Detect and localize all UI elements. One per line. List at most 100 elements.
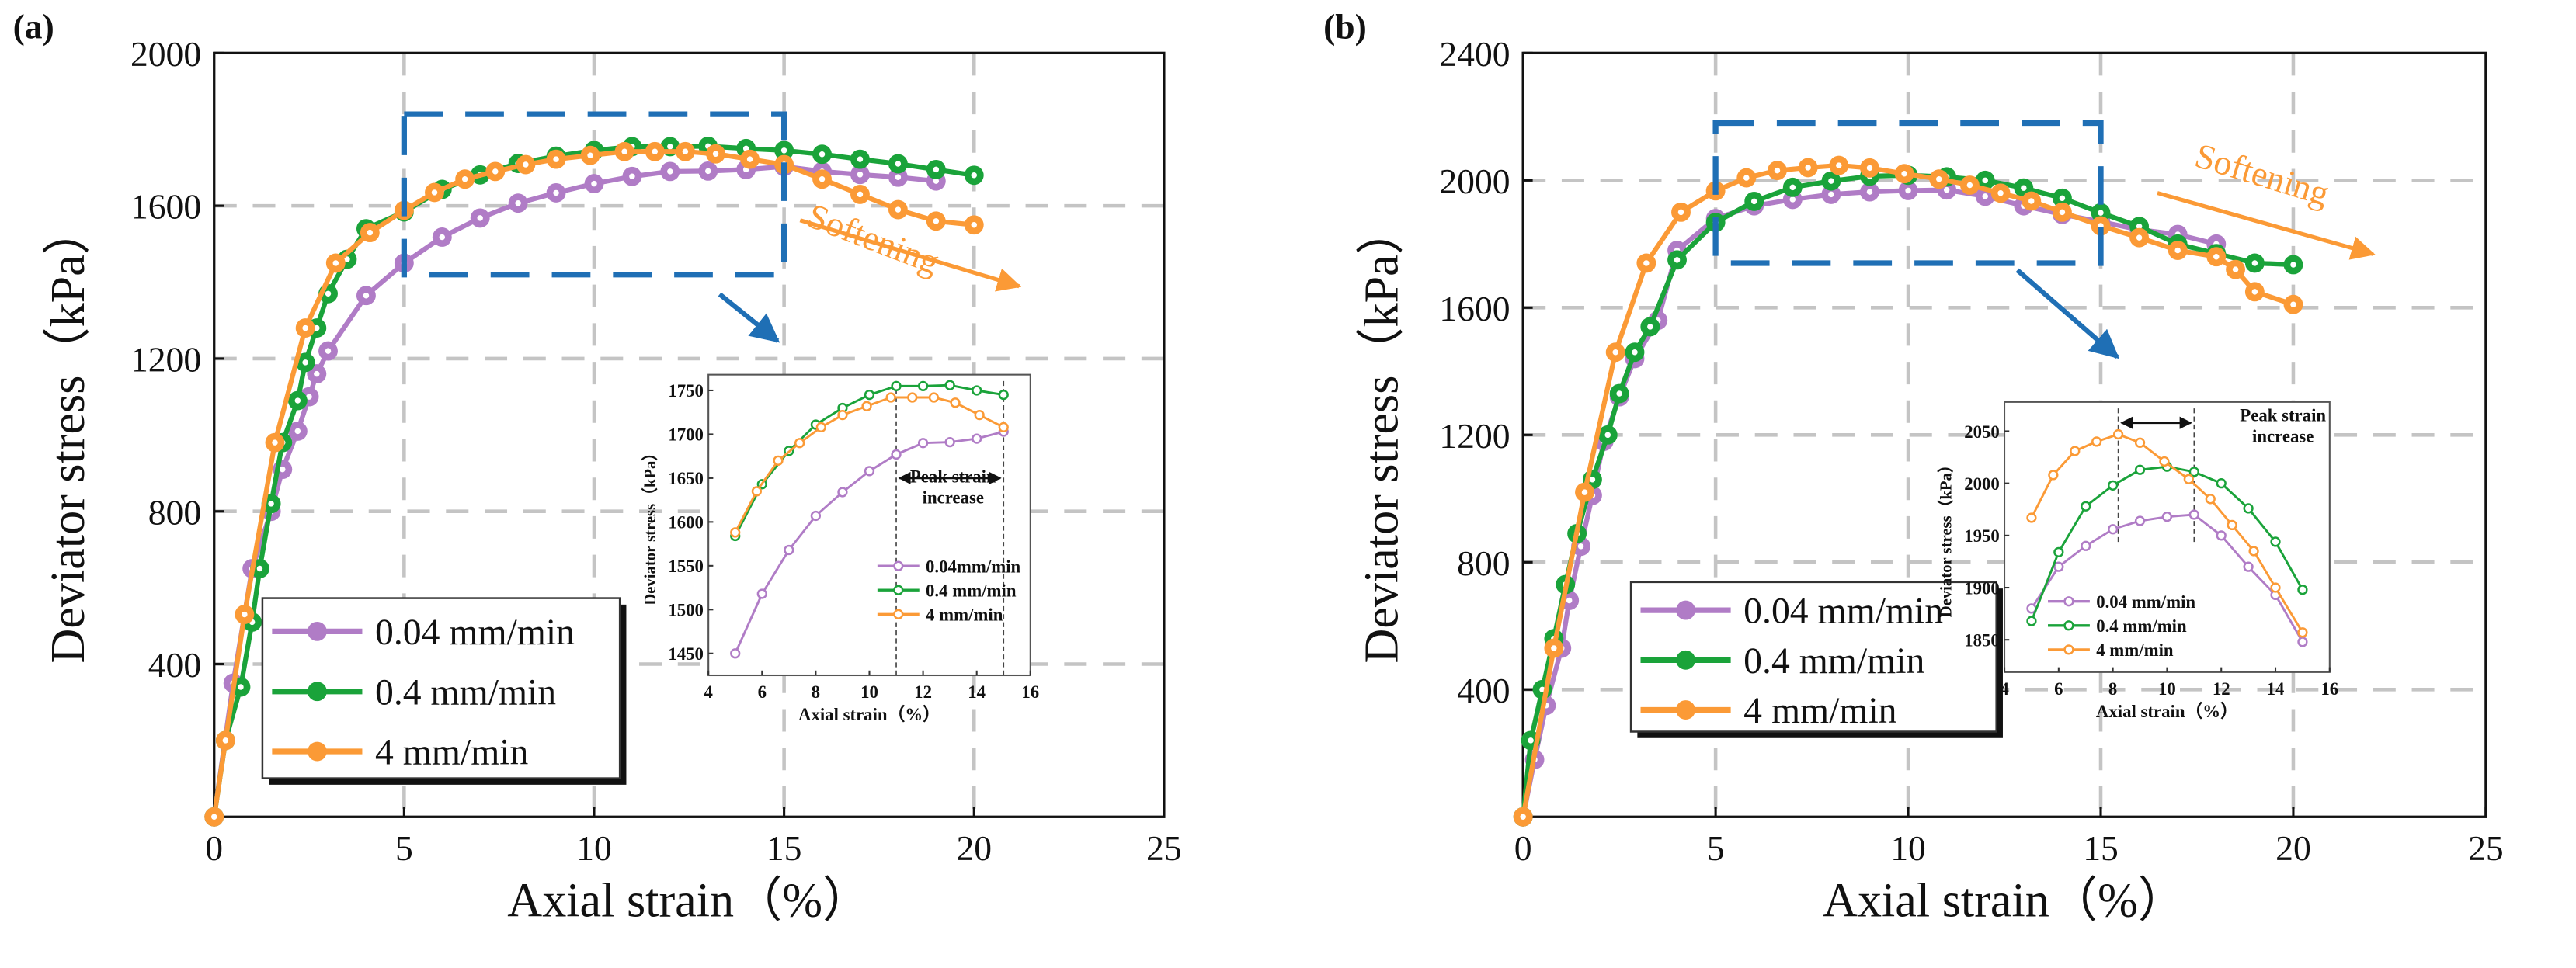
inset-data-point (815, 422, 826, 433)
data-point-highlight (1551, 645, 1557, 651)
inset-data-point (928, 392, 940, 403)
inset-data-point (2053, 546, 2064, 557)
data-point-highlight (629, 173, 635, 179)
inset-data-point (864, 466, 875, 477)
inset-legend-label: 0.4 mm/min (926, 581, 1017, 601)
x-tick-label: 0 (205, 828, 223, 868)
inset-data-point (891, 449, 902, 460)
inset-x-tick-label: 6 (2054, 679, 2063, 699)
inset-y-tick-label: 1900 (1964, 578, 2000, 598)
data-point-highlight (2290, 301, 2296, 307)
data-point-highlight (553, 156, 559, 162)
data-point-highlight (895, 174, 902, 180)
data-point-highlight (1577, 543, 1584, 550)
data-point-highlight (294, 397, 301, 404)
y-tick-label: 1200 (130, 340, 201, 380)
data-point-highlight (933, 218, 940, 224)
inset-data-point (773, 455, 784, 466)
inset-chart: 4 6 8 10 12 14 16 1450 1500 1550 1600 1650 1700 1750 A… (641, 373, 1039, 724)
inset-x-tick-label: 8 (2108, 679, 2117, 699)
data-point-highlight (222, 737, 229, 744)
data-point-highlight (2136, 234, 2143, 241)
inset-x-tick-label: 10 (860, 682, 878, 702)
zoom-region-box (401, 111, 787, 278)
data-point-highlight (712, 151, 719, 157)
inset-x-tick-label: 12 (914, 682, 932, 702)
data-point-highlight (1750, 198, 1757, 205)
inset-data-point (730, 648, 741, 659)
inset-x-tick-label: 10 (2158, 679, 2176, 699)
legend-marker (1676, 650, 1696, 670)
inset-data-point (2091, 436, 2102, 447)
x-tick-label: 20 (2275, 828, 2311, 868)
zoom-arrow (718, 292, 780, 343)
inset-legend-marker (893, 560, 904, 571)
data-point-highlight (857, 191, 864, 198)
inset-y-tick-label: 1650 (668, 469, 704, 488)
peak-strain-annotation: Peak strain (910, 467, 996, 486)
inset-frame (707, 373, 1031, 677)
legend-label: 0.4 mm/min (375, 672, 556, 713)
data-point-highlight (746, 156, 753, 162)
inset-data-point (2243, 561, 2254, 572)
data-point-highlight (2174, 247, 2181, 254)
data-point-highlight (1982, 193, 1988, 199)
inset-legend-label: 4 mm/min (2096, 640, 2174, 660)
data-point-highlight (587, 152, 593, 158)
data-point-highlight (652, 148, 658, 155)
data-point-highlight (682, 148, 689, 155)
x-tick-label: 25 (1146, 828, 1182, 868)
data-point-highlight (210, 814, 217, 821)
inset-data-point (2248, 546, 2259, 557)
data-point-highlight (1866, 165, 1873, 172)
inset-x-axis-label: Axial strain（%） (798, 704, 940, 724)
data-point-highlight (1828, 191, 1834, 198)
inset-data-point (917, 438, 929, 449)
inset-y-tick-label: 1700 (668, 425, 704, 445)
legend-label: 0.04 mm/min (375, 612, 575, 653)
data-point-highlight (2251, 289, 2258, 295)
data-point-highlight (1789, 184, 1796, 191)
softening-annotation: Softening (2191, 135, 2334, 213)
inset-data-point (2107, 524, 2119, 535)
inset-y-tick-label: 1550 (668, 557, 704, 576)
inset-legend-marker (893, 585, 904, 595)
data-point-highlight (242, 611, 248, 618)
inset-y-tick-label: 1600 (668, 513, 704, 533)
data-point-highlight (705, 168, 711, 175)
inset-data-point (810, 510, 822, 522)
plot-frame (213, 51, 1166, 818)
data-point-highlight (621, 148, 627, 155)
data-point-highlight (857, 172, 864, 178)
inset-data-point (794, 438, 805, 449)
legend-label: 0.4 mm/min (1743, 641, 1924, 682)
data-point-highlight (667, 144, 673, 150)
inset-legend-label: 0.04 mm/min (2096, 592, 2195, 612)
inset-x-tick-label: 4 (704, 682, 712, 702)
inset-data-point (2297, 637, 2308, 647)
zoom-region-box (1712, 120, 2104, 266)
inset-data-point (864, 389, 875, 401)
data-point-highlight (1936, 175, 1942, 182)
inset-legend-marker (893, 609, 904, 619)
inset-y-tick-label: 1950 (1964, 526, 2000, 546)
data-point-highlight (971, 172, 977, 179)
data-point-highlight (1901, 171, 1907, 177)
inset-y-axis-label: Deviator stress（kPa） (641, 445, 659, 605)
inset-data-point (891, 380, 902, 391)
zoom-arrow (2015, 268, 2119, 359)
data-point-highlight (302, 324, 308, 331)
data-point-highlight (1677, 209, 1684, 216)
inset-data-point (837, 409, 848, 421)
data-point-highlight (2251, 260, 2258, 266)
data-point-highlight (332, 260, 339, 266)
data-point-highlight (344, 256, 350, 262)
inset-x-tick-label: 12 (2213, 679, 2230, 699)
inset-data-point (2134, 464, 2146, 475)
data-point-highlight (1616, 390, 1622, 397)
x-tick-label: 5 (395, 828, 413, 868)
inset-data-point (2216, 530, 2227, 541)
inset-y-axis-label: Deviator stress（kPa） (1937, 456, 1955, 617)
inset-data-point (2081, 501, 2091, 512)
